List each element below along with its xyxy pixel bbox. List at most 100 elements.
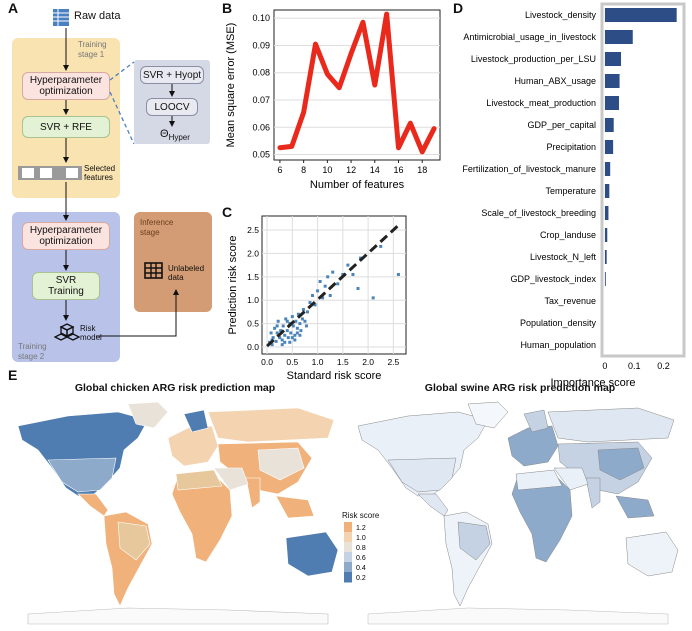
x-tick-label: 10 [322, 165, 332, 175]
x-tick-label: 12 [346, 165, 356, 175]
mse-series-line [277, 11, 437, 155]
map-north-africa [515, 469, 563, 491]
training-stage-1-label: Training stage 1 [78, 40, 107, 59]
scatter-point [285, 329, 289, 333]
map-india [245, 477, 261, 509]
importance-bar [604, 228, 608, 242]
risk-score-legend: 1.2 1.0 0.8 0.6 0.4 0.2 [344, 522, 366, 583]
map-central-america [77, 493, 109, 517]
importance-bar [604, 30, 633, 44]
risk-model-icon [54, 323, 80, 341]
map-china [597, 447, 645, 481]
scatter-point [290, 336, 294, 340]
loocv-box: LOOCV [146, 98, 198, 116]
scatter-point [305, 310, 309, 314]
importance-bar [604, 96, 619, 110]
svr-training-box: SVR Training [32, 272, 100, 300]
map-central-america [417, 493, 449, 517]
map-africa [511, 471, 573, 563]
scatter-point [311, 294, 315, 298]
scatter-point [280, 338, 284, 342]
map-russia [547, 407, 675, 443]
scatter-point [274, 339, 278, 343]
y-tick-label: 0.09 [252, 40, 270, 50]
hyperparameter-optimization-box-1: Hyperparameter optimization [22, 72, 110, 100]
scatter-point [286, 336, 290, 340]
legend-tick-label: 0.2 [356, 575, 366, 582]
scatter-point [290, 315, 294, 319]
map-brazil [457, 521, 491, 561]
workflow-arrows [63, 28, 179, 337]
swine-map-title: Global swine ARG risk prediction map [424, 382, 616, 394]
scatter-point [291, 324, 295, 328]
scatter-point [396, 272, 400, 276]
feature-label: Livestock_production_per_LSU [471, 54, 596, 64]
y-axis-label: Prediction risk score [227, 235, 239, 334]
scatter-point [275, 331, 279, 335]
map-north-africa [175, 469, 223, 491]
y-tick-label: 0.08 [252, 68, 270, 78]
y-tick-label: 1.5 [247, 272, 259, 282]
scatter-point [328, 294, 332, 298]
scatter-point [298, 333, 302, 337]
x-tick-label: 0.0 [261, 357, 273, 367]
map-antarctica [27, 607, 329, 625]
scatter-point [351, 272, 355, 276]
scatter-point [296, 312, 300, 316]
map-africa [171, 471, 233, 563]
scatter-point [284, 317, 288, 321]
importance-bar [604, 272, 606, 286]
map-china [257, 447, 305, 481]
panel-label-c: C [222, 204, 233, 220]
map-russia [207, 407, 335, 443]
scatter-point [283, 340, 287, 344]
legend-swatch [344, 552, 352, 563]
chicken-risk-map [17, 401, 339, 625]
map-middle-east [553, 467, 589, 491]
importance-bar [604, 52, 622, 66]
scatter-point [283, 333, 287, 337]
training-stage-2-label: Training stage 2 [18, 342, 47, 361]
map-brazil [117, 521, 151, 561]
x-tick-label: 1.5 [337, 357, 349, 367]
scatter-point [279, 329, 283, 333]
scatter-point [271, 336, 275, 340]
legend-title: Risk score [342, 511, 380, 520]
importance-bar [604, 8, 677, 22]
legend-swatch [344, 572, 352, 583]
x-tick-label: 16 [393, 165, 403, 175]
scatter-point [293, 338, 297, 342]
scatter-point [270, 343, 274, 347]
feature-label: GDP_livestock_index [510, 274, 596, 284]
x-tick-label: 2.0 [362, 357, 374, 367]
scatter-point [301, 308, 305, 312]
theta-subscript: Hyper [168, 133, 190, 143]
importance-bar [604, 184, 610, 198]
map-antarctica [367, 607, 669, 625]
feature-label: Population_density [520, 318, 597, 328]
scatter-point [336, 282, 340, 286]
scatter-point [356, 287, 360, 291]
y-tick-label: 0.5 [247, 319, 259, 329]
importance-bar [604, 206, 609, 220]
scatter-point [269, 331, 273, 335]
scatter-point [294, 319, 298, 323]
map-usa [387, 457, 457, 493]
scatter-point [331, 270, 335, 274]
map-greenland [467, 401, 509, 429]
feature-label: Antimicrobial_usage_in_livestock [463, 32, 596, 42]
x-tick-label: 0.2 [657, 361, 670, 371]
scatter-point [346, 263, 350, 267]
scatter-point [278, 336, 282, 340]
svr-hyopt-box: SVR + Hyopt [140, 66, 204, 84]
x-tick-label: 0.5 [286, 357, 298, 367]
raw-data-label: Raw data [74, 10, 121, 22]
database-icon [53, 9, 69, 26]
scatter-point [304, 324, 308, 328]
scatter-point [313, 303, 317, 307]
map-southeast-asia [275, 495, 315, 519]
feature-label: Precipitation [546, 142, 596, 152]
map-india [585, 477, 601, 509]
risk-scatter-chart: 0.0 0.5 1.0 1.5 2.0 2.5 0.0 0.5 1.0 1.5 2.0 2.5 Stan… [227, 215, 407, 382]
scatter-point [295, 331, 299, 335]
